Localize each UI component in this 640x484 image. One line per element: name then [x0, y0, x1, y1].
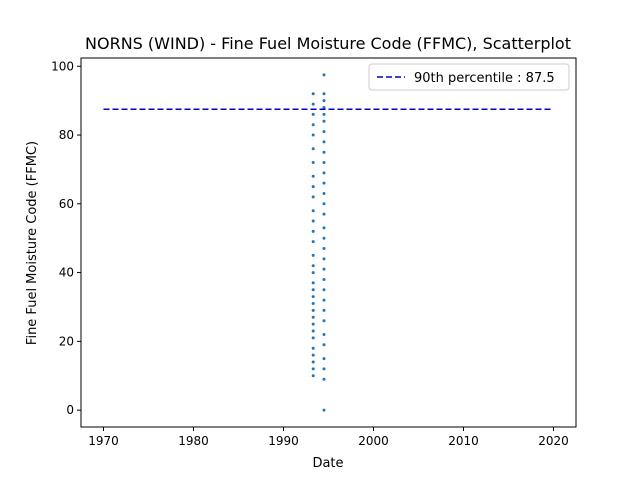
- scatter-point: [322, 212, 326, 216]
- scatter-point: [311, 374, 315, 378]
- x-tick-label: 1990: [268, 434, 299, 448]
- scatter-point: [311, 123, 315, 127]
- scatter-point: [322, 308, 326, 312]
- scatter-point: [311, 295, 315, 299]
- scatter-point: [322, 202, 326, 206]
- scatter-point: [311, 185, 315, 189]
- y-tick-label: 100: [51, 59, 74, 73]
- y-axis-label: Fine Fuel Moisture Code (FFMC): [25, 141, 40, 345]
- scatter-point: [311, 302, 315, 306]
- scatter-point: [322, 319, 326, 323]
- scatter-point: [322, 181, 326, 185]
- scatter-point: [322, 73, 326, 77]
- scatter-point: [322, 257, 326, 261]
- scatter-point: [311, 271, 315, 275]
- scatter-point: [322, 236, 326, 240]
- scatter-point: [311, 288, 315, 292]
- scatter-point: [311, 161, 315, 165]
- scatter-point: [322, 161, 326, 165]
- scatter-point: [322, 119, 326, 123]
- scatter-point: [311, 367, 315, 371]
- legend-box: [368, 63, 570, 91]
- scatter-point: [311, 253, 315, 257]
- scatter-point: [322, 150, 326, 154]
- y-tick-label: 60: [59, 197, 74, 211]
- scatter-point: [322, 247, 326, 251]
- scatter-point: [311, 308, 315, 312]
- scatter-point: [322, 267, 326, 271]
- x-tick-label: 1970: [88, 434, 119, 448]
- scatter-point: [322, 367, 326, 371]
- y-tick-label: 80: [59, 128, 74, 142]
- scatter-point: [322, 332, 326, 336]
- x-tick-label: 2010: [448, 434, 479, 448]
- scatter-point: [311, 174, 315, 178]
- scatter-point: [311, 102, 315, 106]
- scatter-point: [311, 315, 315, 319]
- scatter-point: [311, 264, 315, 268]
- scatter-point: [322, 357, 326, 361]
- scatter-point: [311, 219, 315, 223]
- legend-label: 90th percentile : 87.5: [414, 71, 555, 86]
- x-tick-label: 2000: [358, 434, 389, 448]
- scatter-point: [311, 240, 315, 244]
- scatter-point: [311, 112, 315, 116]
- scatter-point: [311, 360, 315, 364]
- scatter-point: [311, 209, 315, 213]
- scatter-point: [322, 112, 326, 116]
- scatter-point: [311, 147, 315, 151]
- scatter-point: [322, 298, 326, 302]
- scatter-point: [311, 353, 315, 357]
- y-tick-label: 0: [66, 403, 74, 417]
- plot-frame: [80, 57, 577, 428]
- scatter-point: [322, 343, 326, 347]
- scatter-point: [311, 329, 315, 333]
- scatter-point: [311, 195, 315, 199]
- scatter-point: [322, 408, 326, 412]
- x-tick-label: 2020: [538, 434, 569, 448]
- scatter-point: [322, 92, 326, 96]
- scatter-point: [311, 229, 315, 233]
- x-axis-label: Date: [312, 456, 343, 471]
- scatter-point: [322, 277, 326, 281]
- scatter-point: [322, 130, 326, 134]
- y-tick-label: 40: [59, 266, 74, 280]
- scatter-point: [322, 191, 326, 195]
- chart-title: NORNS (WIND) - Fine Fuel Moisture Code (…: [85, 34, 571, 53]
- y-tick-label: 20: [59, 334, 74, 348]
- scatter-point: [311, 281, 315, 285]
- scatter-point: [322, 106, 326, 110]
- scatter-point: [322, 288, 326, 292]
- scatter-point: [322, 171, 326, 175]
- x-tick-label: 1980: [178, 434, 209, 448]
- scatter-point: [311, 322, 315, 326]
- scatter-point: [322, 99, 326, 103]
- scatter-point: [311, 133, 315, 137]
- legend: 90th percentile : 87.5: [368, 63, 570, 91]
- scatter-point: [322, 226, 326, 230]
- scatter-point: [322, 377, 326, 381]
- scatter-point: [311, 92, 315, 96]
- scatter-point: [322, 140, 326, 144]
- scatter-point: [311, 336, 315, 340]
- scatter-point: [311, 346, 315, 350]
